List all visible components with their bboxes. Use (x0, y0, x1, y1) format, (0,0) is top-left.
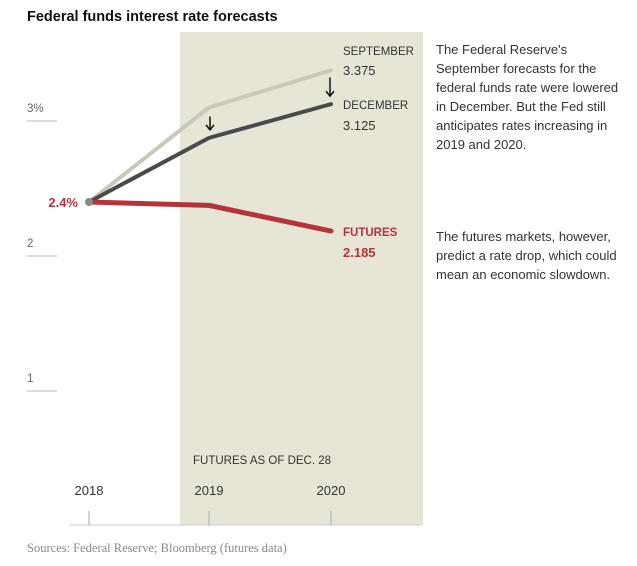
shade-label: FUTURES AS OF DEC. 28 (193, 455, 331, 467)
source-note: Sources: Federal Reserve; Bloomberg (fut… (27, 541, 287, 555)
down-arrow-icon (205, 116, 215, 132)
annotation-fed-forecast: The Federal Reserve's September forecast… (436, 42, 619, 152)
series-label-september: SEPTEMBER (343, 46, 414, 58)
series-line-futures (86, 199, 334, 234)
x-tick-label: 2019 (195, 483, 224, 498)
x-tick-label: 2020 (317, 483, 346, 498)
series-label-december: DECEMBER (343, 100, 408, 112)
series-value-december: 3.125 (343, 118, 376, 133)
chart-title: Federal funds interest rate forecasts (27, 9, 278, 25)
series-value-futures: 2.185 (343, 245, 376, 260)
y-tick-label: 2 (27, 238, 33, 250)
series-label-futures: FUTURES (343, 227, 398, 239)
start-value-label: 2.4% (48, 195, 78, 210)
y-tick-label: 3% (27, 103, 44, 115)
down-arrow-head (325, 90, 335, 98)
start-point-marker (85, 198, 93, 206)
annotation-futures: The futures markets, however, predict a … (436, 229, 617, 282)
down-arrow-icon (325, 77, 335, 98)
y-tick-label: 1 (27, 373, 33, 385)
series-line-december (87, 102, 333, 204)
x-tick-label: 2018 (75, 483, 104, 498)
down-arrow-head (205, 124, 215, 132)
series-line-september (87, 68, 333, 204)
series-value-september: 3.375 (343, 63, 376, 78)
